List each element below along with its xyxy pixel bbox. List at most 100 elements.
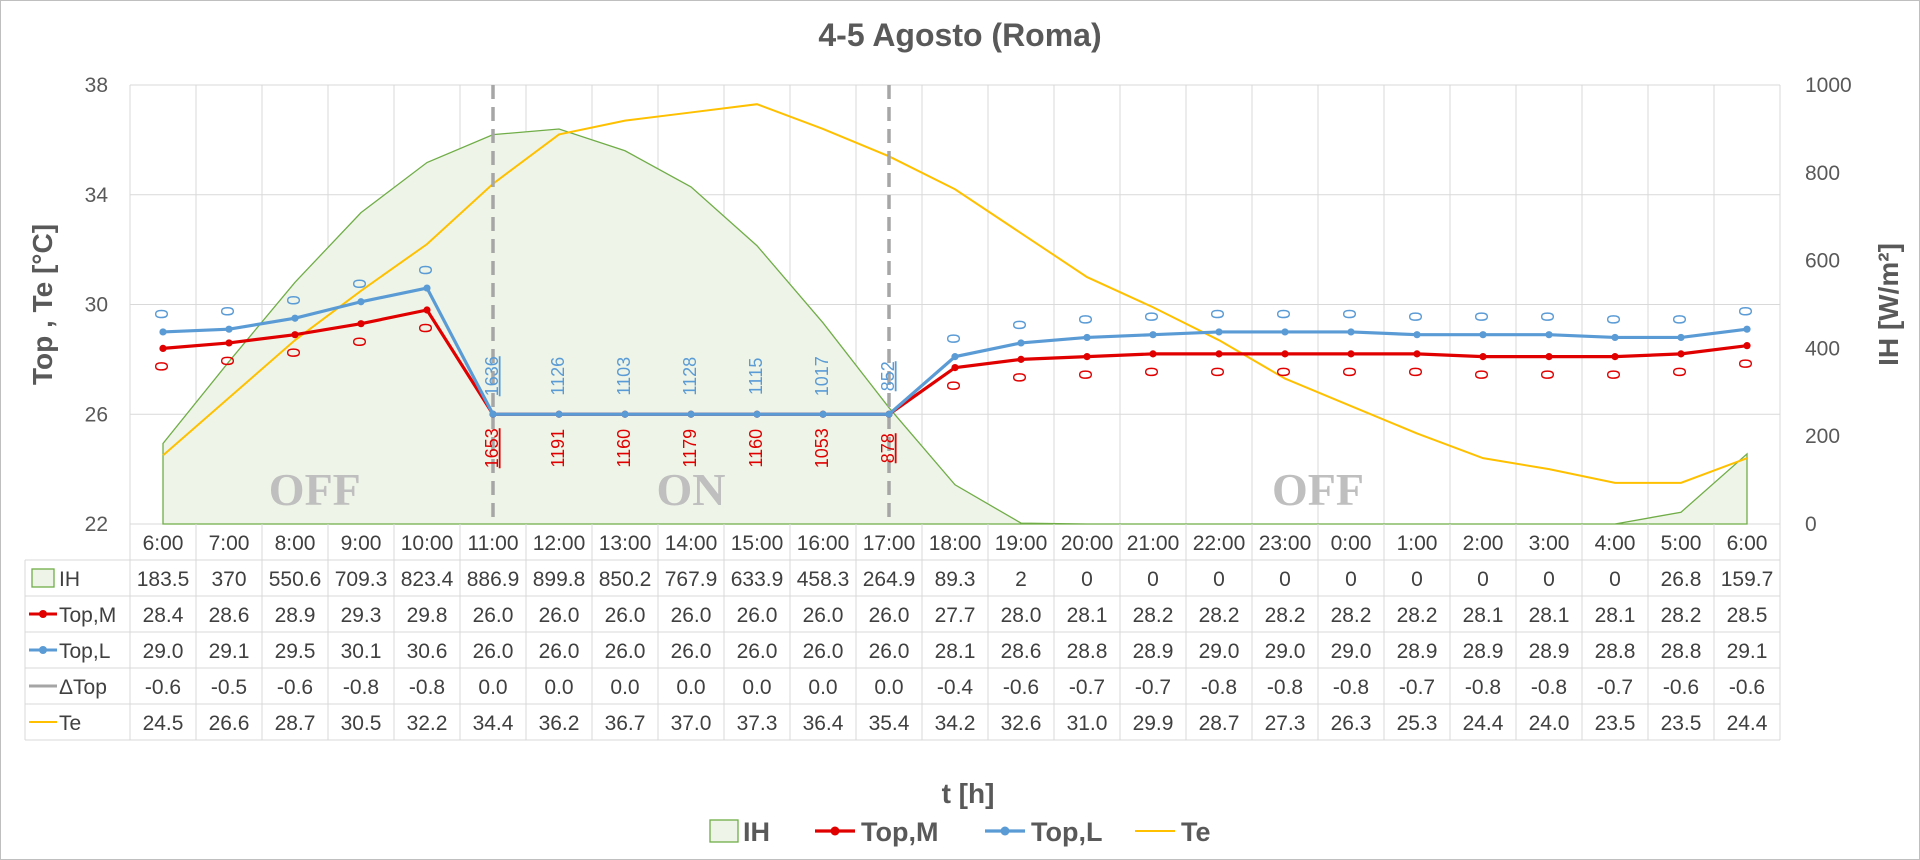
y-right-tick-label: 600 — [1805, 250, 1840, 273]
table-cell: 23.5 — [1595, 712, 1636, 735]
top-l-point — [1413, 331, 1421, 339]
top-l-point — [819, 410, 827, 418]
table-cell: 35.4 — [869, 712, 910, 735]
table-cell: 29.3 — [341, 604, 382, 627]
table-cell: 370 — [211, 568, 246, 591]
top-m-point — [1677, 350, 1685, 358]
data-label: 0 — [1472, 370, 1492, 380]
table-cell: 30.6 — [407, 640, 448, 663]
y-right-axis-title: IH [W/m²] — [1873, 243, 1904, 366]
table-cell: 26.0 — [473, 640, 514, 663]
table-cell: 37.0 — [671, 712, 712, 735]
table-cell: 23.5 — [1661, 712, 1702, 735]
table-cell: 26.6 — [209, 712, 250, 735]
table-cell: 264.9 — [863, 568, 916, 591]
x-tick-label: 6:00 — [1727, 532, 1768, 555]
top-l-point — [423, 284, 431, 292]
top-l-point — [291, 314, 299, 322]
data-label: 1653 — [482, 428, 502, 468]
y-left-tick-label: 38 — [85, 74, 108, 97]
data-label: 0 — [1010, 372, 1030, 382]
table-cell: 28.1 — [1067, 604, 1108, 627]
data-label: 0 — [1142, 312, 1162, 322]
table-cell: 0 — [1213, 568, 1225, 591]
table-cell: 31.0 — [1067, 712, 1108, 735]
top-m-point — [1347, 350, 1355, 358]
table-row-label: IH — [59, 568, 80, 591]
data-label: 0 — [1340, 367, 1360, 377]
table-cell: 28.5 — [1727, 604, 1768, 627]
table-cell: 29.8 — [407, 604, 448, 627]
table-cell: 0.0 — [808, 676, 837, 699]
top-l-point — [1083, 333, 1091, 342]
data-label: 0 — [218, 306, 238, 316]
table-cell: 28.8 — [1661, 640, 1702, 663]
top-l-point — [1479, 331, 1487, 339]
top-l-point — [1215, 328, 1223, 336]
table-cell: 36.2 — [539, 712, 580, 735]
data-label: 0 — [1538, 370, 1558, 380]
x-tick-label: 13:00 — [599, 532, 652, 555]
top-m-point — [423, 306, 431, 314]
table-cell: 28.9 — [1463, 640, 1504, 663]
data-label: 852 — [878, 361, 898, 391]
table-cell: 34.4 — [473, 712, 514, 735]
table-cell: 37.3 — [737, 712, 778, 735]
table-cell: 36.4 — [803, 712, 844, 735]
ih-swatch — [31, 568, 55, 588]
table-cell: -0.4 — [937, 676, 974, 699]
data-label: 0 — [152, 361, 172, 371]
data-label: 1128 — [680, 357, 700, 396]
te-line-layer — [162, 103, 1748, 484]
top-m-point — [951, 364, 959, 372]
series-swatch-marker — [39, 610, 47, 618]
y-right-tick-label: 400 — [1805, 337, 1840, 360]
table-cell: 26.0 — [539, 640, 580, 663]
x-tick-label: 14:00 — [665, 532, 718, 555]
top-m-point — [1149, 350, 1157, 358]
y-left-tick-label: 34 — [85, 184, 109, 207]
table-cell: -0.6 — [145, 676, 181, 699]
table-cell: 28.1 — [935, 640, 976, 663]
table-cell: -0.7 — [1399, 676, 1435, 699]
region-label: OFF — [1272, 464, 1364, 515]
table-row-label: ΔTop — [59, 676, 107, 699]
data-label: 0 — [1472, 312, 1492, 322]
x-tick-label: 16:00 — [797, 532, 850, 555]
table-cell: 850.2 — [599, 568, 652, 591]
data-label: 1179 — [680, 429, 700, 468]
table-cell: 2 — [1015, 568, 1027, 591]
table-cell: -0.8 — [1465, 676, 1501, 699]
y-left-tick-label: 26 — [85, 403, 108, 426]
table-cell: 29.0 — [143, 640, 184, 663]
y-right-tick-label: 800 — [1805, 162, 1840, 185]
data-label: 1115 — [746, 358, 766, 395]
te-line — [162, 103, 1748, 484]
table-cell: 26.0 — [803, 640, 844, 663]
top-lines-layer — [159, 284, 1751, 418]
table-cell: 28.2 — [1331, 604, 1372, 627]
table-cell: 823.4 — [401, 568, 454, 591]
table-cell: 26.0 — [671, 604, 712, 627]
data-label: 0 — [284, 295, 304, 305]
table-cell: 34.2 — [935, 712, 976, 735]
table-cell: 29.1 — [1727, 640, 1768, 663]
top-l-point — [885, 410, 893, 418]
x-tick-label: 3:00 — [1529, 532, 1570, 555]
table-cell: -0.8 — [1333, 676, 1369, 699]
top-m-point — [1611, 353, 1619, 361]
x-tick-label: 6:00 — [143, 532, 184, 555]
data-label: 0 — [1406, 312, 1426, 322]
data-label: 0 — [1208, 309, 1228, 319]
data-label: 0 — [1076, 314, 1096, 324]
table-cell: 0.0 — [742, 676, 771, 699]
table-cell: 0.0 — [544, 676, 573, 699]
legend: IH Top,M Top,L Te — [709, 817, 1211, 847]
top-m-point — [1479, 353, 1487, 361]
table-cell: -0.7 — [1135, 676, 1171, 699]
top-l-point — [687, 410, 695, 418]
legend-marker — [1000, 826, 1010, 836]
legend-label: Top,L — [1031, 817, 1102, 847]
x-tick-label: 22:00 — [1193, 532, 1246, 555]
table-cell: -0.7 — [1069, 676, 1105, 699]
